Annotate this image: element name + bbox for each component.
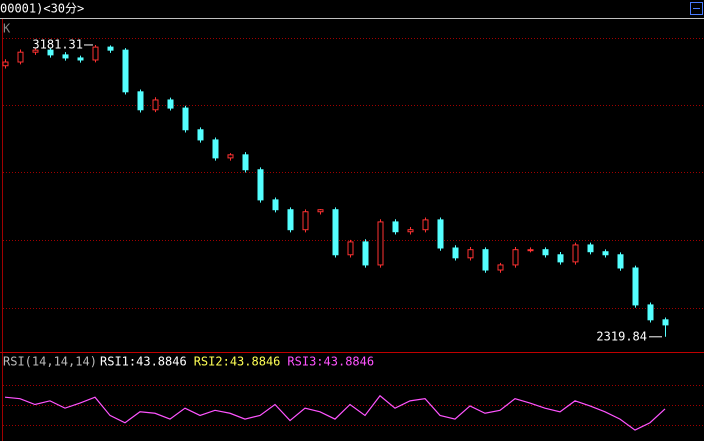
candle-body — [302, 211, 309, 231]
candle-body — [227, 154, 234, 159]
candle-body — [347, 241, 354, 256]
candle-body — [107, 46, 114, 51]
indicator-label: RSI2:43.8846 — [194, 355, 281, 369]
candle-body — [332, 209, 339, 256]
panel-label: K — [3, 22, 11, 36]
window-title: 00001)<30分> — [0, 2, 84, 16]
indicator-title: RSI(14,14,14) — [3, 355, 97, 369]
candle-body — [137, 91, 144, 111]
candle-body — [17, 51, 24, 63]
candle-body — [47, 49, 54, 56]
candle-body — [197, 129, 204, 141]
candle-body — [32, 49, 39, 53]
candle-body — [257, 169, 264, 201]
candle-body — [317, 209, 324, 213]
rsi-line — [4, 394, 666, 431]
candle-body — [467, 249, 474, 259]
candle-body — [437, 219, 444, 249]
candle-body — [272, 199, 279, 211]
candle-body — [62, 54, 69, 59]
min-label: 2319.84 — [596, 329, 647, 343]
candle-body — [122, 49, 129, 93]
candle-body — [527, 249, 534, 252]
indicator-label: RSI3:43.8846 — [287, 355, 374, 369]
max-label: 3181.31 — [32, 37, 83, 51]
candle-body — [482, 249, 489, 271]
candle-body — [182, 107, 189, 131]
candle-body — [287, 209, 294, 231]
candle-body — [602, 251, 609, 256]
candle-body — [407, 229, 414, 233]
candle-body — [167, 99, 174, 109]
candle-body — [662, 319, 669, 326]
candle-body — [152, 99, 159, 111]
candle-body — [647, 304, 654, 321]
candle-body — [452, 247, 459, 259]
candle-body — [242, 154, 249, 171]
candle-body — [557, 254, 564, 263]
candle-body — [512, 249, 519, 266]
candle-body — [632, 267, 639, 306]
candle-body — [497, 264, 504, 271]
candle-body — [362, 241, 369, 266]
candle-body — [2, 61, 9, 67]
candle-body — [587, 244, 594, 253]
candle-body — [617, 254, 624, 269]
candle-body — [422, 219, 429, 231]
candle-body — [542, 249, 549, 256]
candle-body — [377, 221, 384, 266]
candle-body — [77, 57, 84, 61]
candle-body — [212, 139, 219, 159]
window-button[interactable] — [690, 2, 703, 15]
indicator-label: RSI1:43.8846 — [100, 355, 187, 369]
candle-body — [572, 244, 579, 263]
candle-body — [392, 221, 399, 233]
candle-body — [92, 46, 99, 61]
